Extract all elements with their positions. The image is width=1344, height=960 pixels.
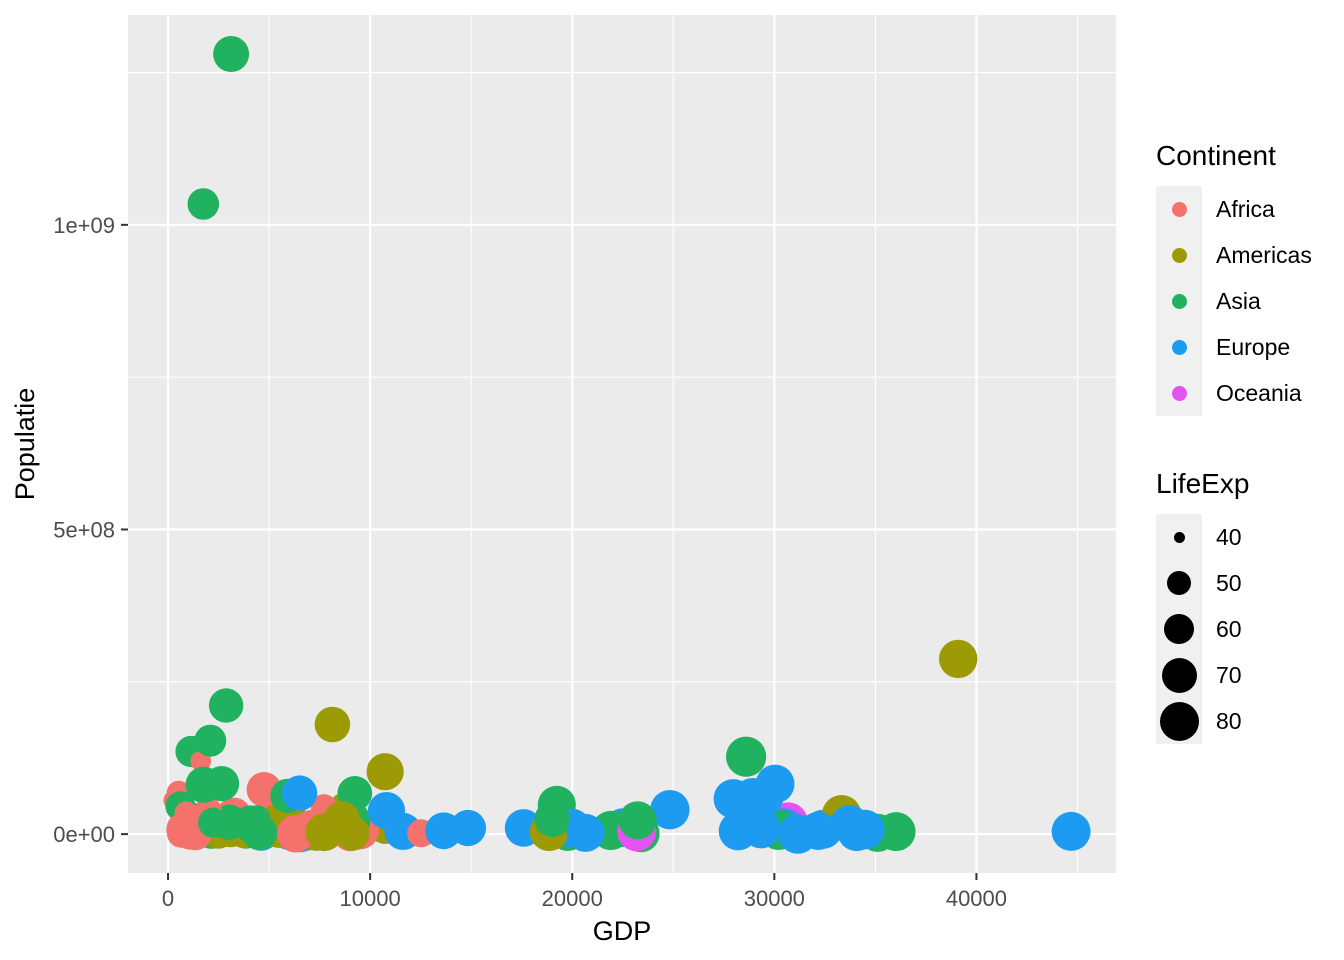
x-tick-label: 20000 bbox=[542, 886, 603, 911]
legend-item-europe: Europe bbox=[1156, 324, 1312, 370]
data-point bbox=[566, 813, 605, 852]
legend-size-label: 50 bbox=[1216, 569, 1242, 596]
legend-color-swatch bbox=[1171, 293, 1187, 309]
x-tick-label: 10000 bbox=[340, 886, 401, 911]
data-point bbox=[194, 724, 227, 757]
data-point bbox=[534, 801, 571, 838]
data-point bbox=[208, 688, 244, 723]
legend-key bbox=[1156, 560, 1202, 606]
legend-lifeexp-title: LifeExp bbox=[1156, 468, 1250, 499]
legend-item-label: Americas bbox=[1216, 241, 1312, 268]
data-point bbox=[323, 801, 361, 838]
data-point bbox=[241, 814, 278, 851]
legend-item-label: Asia bbox=[1216, 287, 1261, 314]
data-point bbox=[744, 778, 784, 817]
legend-item-africa: Africa bbox=[1156, 186, 1312, 232]
data-point bbox=[1051, 811, 1091, 851]
legend-size-item-80: 80 bbox=[1156, 698, 1249, 744]
y-tick-label: 0e+00 bbox=[53, 822, 115, 847]
data-point bbox=[778, 814, 818, 854]
data-point bbox=[187, 188, 220, 220]
plot-panel bbox=[128, 15, 1116, 873]
data-point bbox=[845, 809, 885, 850]
legend-item-label: Europe bbox=[1216, 333, 1291, 360]
legend-key bbox=[1156, 514, 1202, 560]
legend-item-oceania: Oceania bbox=[1156, 370, 1312, 416]
data-point bbox=[367, 792, 406, 830]
legend-item-label: Africa bbox=[1216, 195, 1275, 222]
data-point bbox=[939, 639, 978, 679]
legend-size-label: 60 bbox=[1216, 615, 1242, 642]
data-point bbox=[876, 812, 916, 852]
legend-key bbox=[1156, 370, 1202, 416]
data-point bbox=[650, 790, 690, 830]
legend-color-swatch bbox=[1171, 247, 1187, 263]
data-point bbox=[281, 775, 318, 811]
legend-item-americas: Americas bbox=[1156, 232, 1312, 278]
legend-size-swatch bbox=[1173, 531, 1185, 543]
legend-key bbox=[1156, 698, 1202, 744]
y-tick-label: 1e+09 bbox=[53, 213, 115, 238]
legend-size-item-60: 60 bbox=[1156, 606, 1249, 652]
legend-lifeexp: LifeExp 40 50 60 70 80 bbox=[1156, 468, 1249, 744]
legend-item-asia: Asia bbox=[1156, 278, 1312, 324]
data-point bbox=[726, 736, 767, 777]
legend-key bbox=[1156, 186, 1202, 232]
data-point bbox=[176, 821, 188, 833]
legend-size-label: 40 bbox=[1216, 523, 1242, 550]
legend-size-swatch bbox=[1164, 614, 1194, 644]
legend-size-label: 80 bbox=[1216, 707, 1242, 734]
x-axis-title: GDP bbox=[593, 916, 652, 946]
legend-item-label: Oceania bbox=[1216, 379, 1302, 406]
data-point bbox=[198, 807, 229, 838]
legend-size-swatch bbox=[1167, 571, 1191, 595]
data-point bbox=[185, 766, 222, 803]
data-point bbox=[366, 753, 404, 791]
data-point bbox=[314, 706, 351, 743]
data-point bbox=[186, 824, 194, 832]
data-point bbox=[618, 801, 657, 840]
x-tick-label: 30000 bbox=[744, 886, 805, 911]
legend-key bbox=[1156, 278, 1202, 324]
y-axis-title: Populatie bbox=[10, 388, 40, 501]
legend-key bbox=[1156, 232, 1202, 278]
legend-size-item-70: 70 bbox=[1156, 652, 1249, 698]
data-point bbox=[741, 809, 781, 849]
legend-size-swatch bbox=[1159, 701, 1199, 741]
legend-color-swatch bbox=[1171, 385, 1187, 401]
legend-continent-title: Continent bbox=[1156, 140, 1276, 171]
legend-color-swatch bbox=[1171, 201, 1187, 217]
legend-key bbox=[1156, 652, 1202, 698]
data-point bbox=[425, 812, 463, 850]
legend-key bbox=[1156, 324, 1202, 370]
legend-color-swatch bbox=[1171, 339, 1187, 355]
x-tick-label: 0 bbox=[162, 886, 174, 911]
data-point bbox=[713, 779, 753, 819]
data-point bbox=[213, 36, 250, 72]
legend-continent: Continent Africa Americas Asia Europe Oceani… bbox=[1156, 140, 1312, 416]
x-tick-label: 40000 bbox=[946, 886, 1007, 911]
legend-size-swatch bbox=[1161, 657, 1197, 693]
y-tick-label: 5e+08 bbox=[53, 517, 115, 542]
legend-size-label: 70 bbox=[1216, 661, 1242, 688]
legend-size-item-40: 40 bbox=[1156, 514, 1249, 560]
legend-key bbox=[1156, 606, 1202, 652]
legend-size-item-50: 50 bbox=[1156, 560, 1249, 606]
